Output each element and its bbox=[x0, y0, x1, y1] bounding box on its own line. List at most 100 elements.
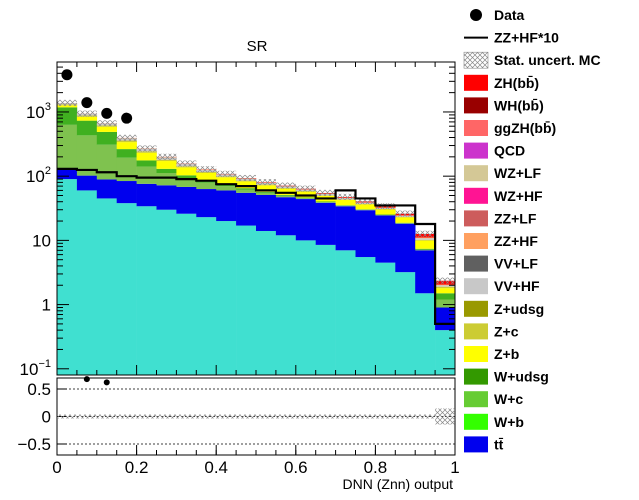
stat-uncert-band-6 bbox=[176, 160, 197, 167]
bar-w-udsg-8 bbox=[216, 184, 237, 187]
ratio-uncert-box bbox=[335, 414, 356, 419]
stat-uncert-band-13 bbox=[315, 189, 336, 196]
y-tick-label: 103 bbox=[26, 101, 51, 122]
legend-swatch-wz-lf bbox=[464, 165, 488, 182]
legend-label-zz-hf: ZZ+HF bbox=[494, 233, 538, 249]
ratio-data-point bbox=[83, 376, 90, 383]
stat-uncert-band-2 bbox=[96, 120, 117, 127]
bar-vv-hf-18 bbox=[415, 238, 436, 240]
legend-label-vv-lf: VV+LF bbox=[494, 256, 538, 272]
ratio-uncert-box bbox=[395, 414, 416, 419]
bar-w-b-4 bbox=[136, 183, 157, 207]
legend-swatch-z-c bbox=[464, 323, 488, 340]
data-point bbox=[61, 69, 73, 81]
bar-w-c-6 bbox=[176, 178, 197, 187]
ratio-uncert-box bbox=[435, 408, 455, 425]
stat-uncert-band-11 bbox=[275, 182, 296, 189]
bar-z-c-4 bbox=[136, 151, 157, 153]
bar-tt--18 bbox=[415, 293, 436, 375]
stat-uncert-band-0 bbox=[57, 99, 77, 106]
bar-z-b-9 bbox=[236, 181, 257, 189]
legend-label-wz-lf: WZ+LF bbox=[494, 165, 541, 181]
bar-w-c-3 bbox=[116, 157, 137, 182]
legend-label-wh-bb: WH(bb̄) bbox=[494, 97, 544, 114]
bar-tt--14 bbox=[335, 250, 356, 375]
bar-w-udsg-2 bbox=[96, 131, 117, 145]
y-tick-label: 10 bbox=[32, 231, 51, 250]
bar-w-udsg-1 bbox=[76, 120, 98, 136]
bar-w-b-12 bbox=[295, 199, 316, 241]
x-tick-label: 0 bbox=[52, 458, 61, 477]
bar-w-b-10 bbox=[256, 194, 277, 231]
y-tick-exponent: −1 bbox=[38, 358, 51, 370]
bar-w-b-13 bbox=[315, 202, 336, 245]
bar-vv-hf-19 bbox=[435, 285, 456, 287]
bar-w-udsg-18 bbox=[415, 248, 436, 250]
legend-label-zh-bb: ZH(bb̄) bbox=[494, 74, 539, 91]
ratio-uncert-box bbox=[156, 414, 177, 419]
ratio-panel: 0.50−0.50 0.2 0.4 0.6 0.8 1 bbox=[17, 376, 460, 477]
bar-w-b-14 bbox=[335, 206, 356, 251]
legend-swatch-tt bbox=[464, 436, 488, 453]
bar-z-b-7 bbox=[196, 173, 217, 181]
overlay-line-zz-hf-x10 bbox=[57, 167, 455, 326]
bar-w-b-3 bbox=[116, 181, 137, 204]
data-points-group bbox=[61, 69, 133, 124]
stat-uncert-band-1 bbox=[76, 110, 97, 117]
legend-swatch-z-udsg bbox=[464, 300, 488, 317]
legend-swatch-w-udsg bbox=[464, 368, 488, 385]
bar-w-udsg-10 bbox=[256, 191, 277, 193]
bar-w-b-2 bbox=[96, 179, 117, 199]
ratio-uncert-box bbox=[256, 414, 276, 419]
bar-w-c-19 bbox=[435, 299, 456, 308]
bar-z-b-0 bbox=[57, 105, 78, 108]
legend-label-data: Data bbox=[494, 7, 525, 23]
bar-w-b-9 bbox=[236, 192, 257, 226]
legend-label-w-c: W+c bbox=[494, 391, 523, 407]
legend-swatch-w-b bbox=[464, 413, 488, 430]
bar-w-c-13 bbox=[315, 202, 336, 203]
ratio-uncert-box bbox=[57, 414, 77, 419]
bar-z-b-4 bbox=[136, 152, 157, 161]
bar-zz-hf-19 bbox=[435, 284, 456, 286]
ratio-y-tick-label: −0.5 bbox=[17, 435, 51, 454]
ratio-data-point bbox=[103, 379, 110, 386]
overlay-line-group bbox=[57, 167, 455, 326]
ratio-uncert-box bbox=[216, 414, 237, 419]
stat-uncert-band-9 bbox=[236, 174, 256, 182]
bar-z-c-7 bbox=[196, 172, 217, 174]
bar-w-udsg-19 bbox=[435, 293, 456, 300]
legend-marker-dot bbox=[470, 9, 482, 21]
stat-uncert-band-17 bbox=[395, 210, 416, 217]
bar-z-c-19 bbox=[435, 286, 456, 289]
ratio-uncert-box bbox=[76, 414, 97, 419]
bar-tt--15 bbox=[355, 257, 376, 375]
bar-z-b-1 bbox=[76, 116, 98, 121]
ratio-uncert-box bbox=[275, 414, 296, 419]
legend-label-tt: tt̄ bbox=[494, 436, 504, 452]
bar-z-b-10 bbox=[256, 185, 277, 192]
bar-tt--10 bbox=[256, 230, 277, 375]
bar-tt--17 bbox=[395, 272, 416, 375]
stat-uncert-band-12 bbox=[295, 185, 316, 192]
bar-z-c-3 bbox=[116, 140, 137, 143]
legend-swatch-ggzh-bb bbox=[464, 120, 488, 136]
bar-w-c-18 bbox=[415, 249, 436, 251]
ratio-uncert-box bbox=[96, 414, 117, 419]
legend-label-wz-hf: WZ+HF bbox=[494, 188, 543, 204]
legend-swatch-z-b bbox=[464, 346, 488, 362]
legend-swatch-qcd bbox=[464, 142, 488, 159]
bar-z-b-18 bbox=[415, 240, 436, 249]
stat-uncert-band-15 bbox=[355, 198, 376, 205]
bar-w-b-6 bbox=[176, 186, 197, 214]
bar-tt--5 bbox=[156, 209, 177, 375]
legend-label-z-b: Z+b bbox=[494, 346, 519, 362]
ratio-uncert-box bbox=[116, 414, 137, 419]
x-tick-label: 1 bbox=[450, 458, 459, 477]
bar-z-b-6 bbox=[176, 167, 197, 176]
bar-w-udsg-4 bbox=[136, 160, 157, 167]
bar-w-b-0 bbox=[57, 168, 78, 180]
bar-tt--7 bbox=[196, 217, 217, 375]
y-tick-exponent: 2 bbox=[45, 165, 51, 177]
ratio-uncert-box bbox=[176, 414, 197, 419]
